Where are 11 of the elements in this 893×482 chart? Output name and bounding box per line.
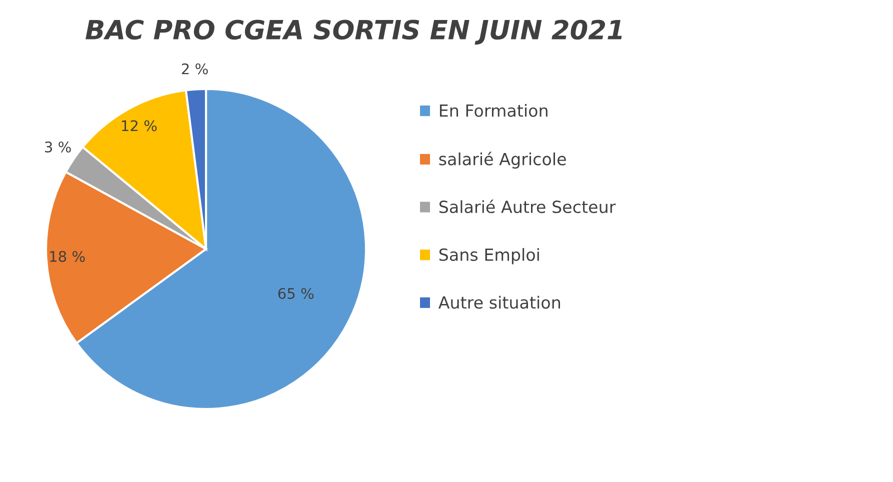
chart-title: BAC PRO CGEA SORTIS EN JUIN 2021 [86,20,622,45]
data-label: 2 % [182,63,208,74]
legend-label: Autre situation [438,296,560,309]
data-label: 18 % [50,250,85,262]
legend-label: En Formation [440,104,548,117]
data-label: 12 % [122,120,157,132]
data-label: 65 % [278,288,314,299]
legend-label: Salarié Autre Secteur [439,200,616,214]
data-label: 3 % [45,141,71,153]
legend-label: Sans Emploi [439,248,539,264]
legend-label: salarié Agricole [439,152,566,169]
